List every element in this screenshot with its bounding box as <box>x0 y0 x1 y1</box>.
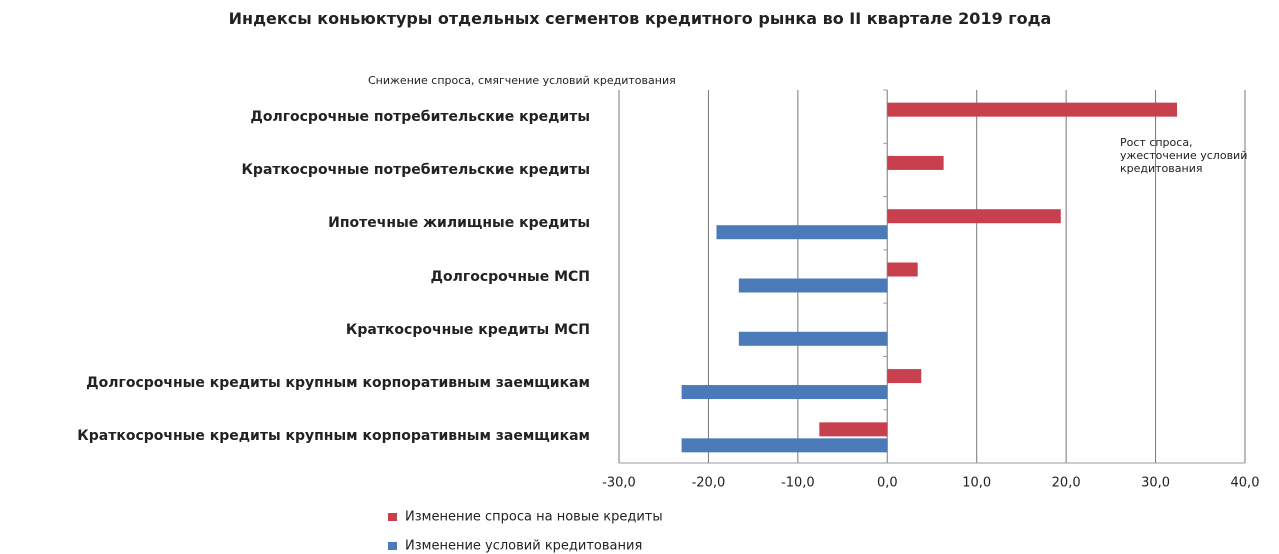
y-tick-label: Долгосрочные МСП <box>430 268 590 285</box>
x-tick-label: 10,0 <box>962 476 991 491</box>
annotation: Снижение спроса, смягчение условий креди… <box>368 74 676 87</box>
x-tick-label: 40,0 <box>1231 476 1260 491</box>
bar <box>887 262 918 277</box>
x-tick-label: -10,0 <box>781 476 815 491</box>
bar <box>681 438 888 453</box>
bar <box>819 422 888 437</box>
legend-label: Изменение условий кредитования <box>405 539 642 554</box>
bar <box>738 278 888 293</box>
chart-title: Индексы коньюктуры отдельных сегментов к… <box>228 9 1052 28</box>
bar <box>887 102 1178 117</box>
x-tick-label: -30,0 <box>602 476 636 491</box>
annotation: Рост спроса, ужесточение условий кредито… <box>1120 136 1248 175</box>
y-tick-label: Долгосрочные кредиты крупным корпоративн… <box>86 375 590 392</box>
legend-swatch <box>388 513 397 521</box>
y-tick-label: Краткосрочные кредиты МСП <box>345 321 590 338</box>
y-tick-label: Краткосрочные кредиты крупным корпоратив… <box>77 428 590 445</box>
bar <box>887 209 1061 224</box>
legend-swatch <box>388 542 397 550</box>
bar <box>887 369 922 384</box>
x-tick-label: 30,0 <box>1141 476 1170 491</box>
y-tick-label: Долгосрочные потребительские кредиты <box>250 108 590 125</box>
y-tick-label: Ипотечные жилищные кредиты <box>328 215 590 232</box>
bar <box>738 331 888 346</box>
y-tick-label: Краткосрочные потребительские кредиты <box>241 161 590 178</box>
bar <box>681 385 888 400</box>
x-tick-label: 0,0 <box>877 476 898 491</box>
bar <box>887 155 944 170</box>
x-tick-label: 20,0 <box>1052 476 1081 491</box>
bar <box>716 225 888 240</box>
legend-label: Изменение спроса на новые кредиты <box>405 510 663 525</box>
x-tick-label: -20,0 <box>692 476 726 491</box>
